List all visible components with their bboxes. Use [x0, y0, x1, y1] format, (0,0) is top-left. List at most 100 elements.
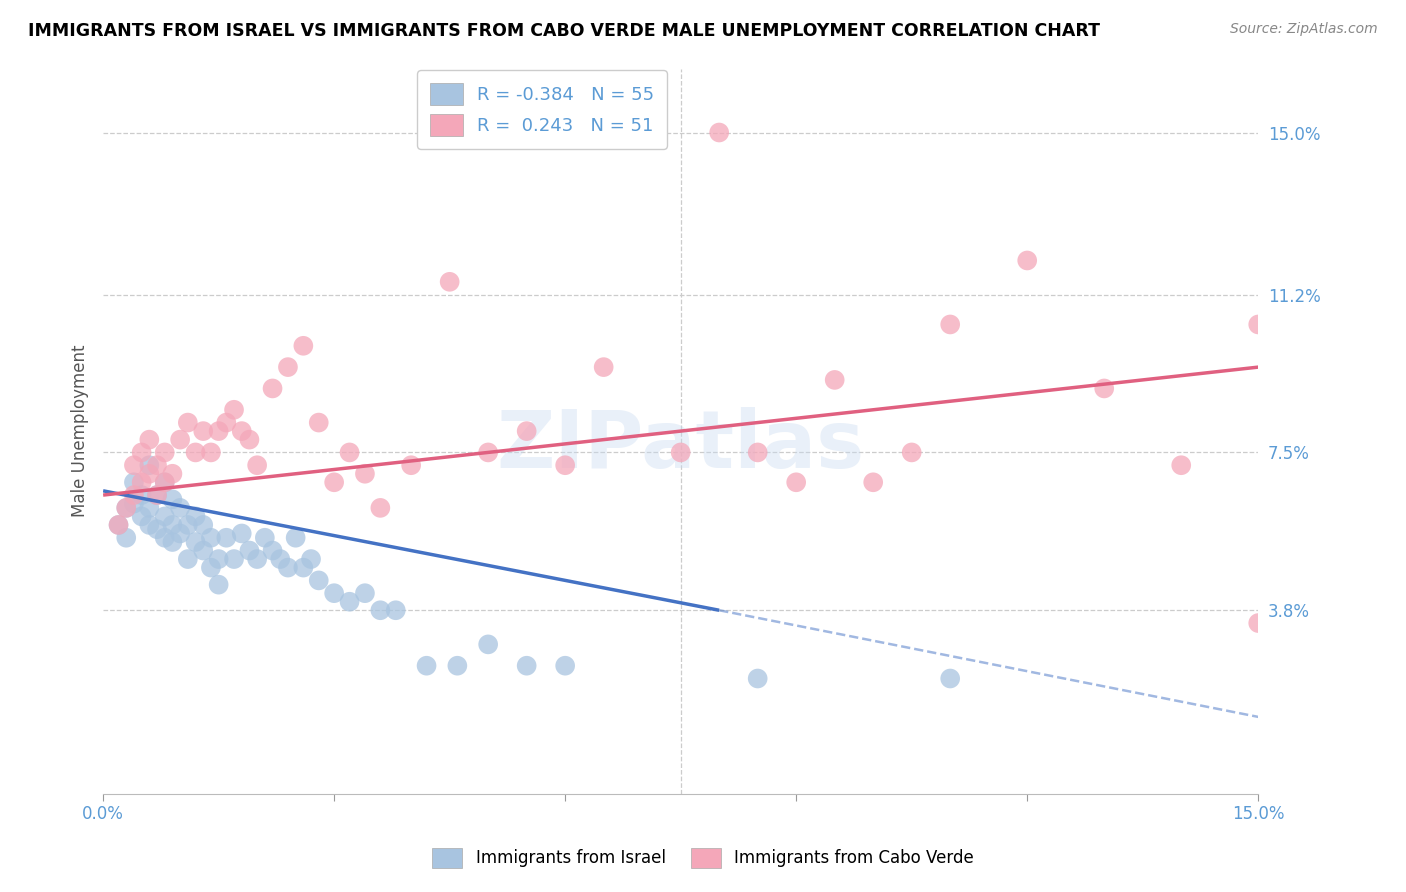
Point — [184, 509, 207, 524]
Point — [592, 360, 614, 375]
Point — [131, 475, 153, 490]
Point — [215, 416, 238, 430]
Point — [131, 488, 153, 502]
Point — [477, 445, 499, 459]
Point — [153, 445, 176, 459]
Point — [262, 381, 284, 395]
Point — [208, 552, 231, 566]
Point — [747, 672, 769, 686]
Point — [122, 475, 145, 490]
Point — [939, 672, 962, 686]
Point — [177, 416, 200, 430]
Point — [284, 531, 307, 545]
Point — [299, 552, 322, 566]
Point — [184, 445, 207, 459]
Point — [370, 500, 392, 515]
Point — [246, 552, 269, 566]
Point — [184, 535, 207, 549]
Point — [709, 126, 731, 140]
Point — [200, 531, 222, 545]
Point — [554, 458, 576, 473]
Point — [138, 458, 160, 473]
Point — [115, 531, 138, 545]
Point — [177, 517, 200, 532]
Point — [222, 402, 245, 417]
Point — [231, 424, 253, 438]
Point — [399, 458, 422, 473]
Point — [162, 535, 184, 549]
Point — [131, 509, 153, 524]
Point — [122, 497, 145, 511]
Point — [554, 658, 576, 673]
Point — [862, 475, 884, 490]
Point — [122, 488, 145, 502]
Point — [169, 526, 191, 541]
Y-axis label: Male Unemployment: Male Unemployment — [72, 345, 89, 517]
Point — [162, 517, 184, 532]
Point — [115, 500, 138, 515]
Point — [446, 658, 468, 673]
Point — [516, 658, 538, 673]
Point — [1170, 458, 1192, 473]
Point — [193, 517, 215, 532]
Text: IMMIGRANTS FROM ISRAEL VS IMMIGRANTS FROM CABO VERDE MALE UNEMPLOYMENT CORRELATI: IMMIGRANTS FROM ISRAEL VS IMMIGRANTS FRO… — [28, 22, 1099, 40]
Point — [122, 458, 145, 473]
Point — [193, 543, 215, 558]
Text: ZIPatlas: ZIPatlas — [496, 407, 865, 484]
Point — [354, 467, 377, 481]
Point — [939, 318, 962, 332]
Legend: R = -0.384   N = 55, R =  0.243   N = 51: R = -0.384 N = 55, R = 0.243 N = 51 — [418, 70, 666, 149]
Point — [222, 552, 245, 566]
Point — [824, 373, 846, 387]
Point — [146, 458, 169, 473]
Point — [138, 433, 160, 447]
Point — [477, 637, 499, 651]
Point — [354, 586, 377, 600]
Point — [439, 275, 461, 289]
Point — [292, 560, 315, 574]
Point — [1017, 253, 1039, 268]
Point — [162, 492, 184, 507]
Point — [1092, 381, 1115, 395]
Point — [177, 552, 200, 566]
Point — [146, 488, 169, 502]
Point — [146, 522, 169, 536]
Point — [292, 339, 315, 353]
Point — [169, 433, 191, 447]
Point — [323, 586, 346, 600]
Point — [308, 574, 330, 588]
Point — [193, 424, 215, 438]
Point — [138, 517, 160, 532]
Point — [208, 424, 231, 438]
Point — [138, 467, 160, 481]
Point — [269, 552, 291, 566]
Point — [208, 577, 231, 591]
Text: Source: ZipAtlas.com: Source: ZipAtlas.com — [1230, 22, 1378, 37]
Point — [200, 560, 222, 574]
Point — [238, 543, 260, 558]
Point — [107, 517, 129, 532]
Point — [115, 500, 138, 515]
Point — [370, 603, 392, 617]
Point — [1247, 318, 1270, 332]
Point — [1247, 615, 1270, 630]
Point — [339, 595, 361, 609]
Point — [246, 458, 269, 473]
Point — [153, 475, 176, 490]
Point — [169, 500, 191, 515]
Point — [308, 416, 330, 430]
Legend: Immigrants from Israel, Immigrants from Cabo Verde: Immigrants from Israel, Immigrants from … — [426, 841, 980, 875]
Point — [138, 500, 160, 515]
Point — [415, 658, 437, 673]
Point — [107, 517, 129, 532]
Point — [516, 424, 538, 438]
Point — [900, 445, 922, 459]
Point — [146, 488, 169, 502]
Point — [231, 526, 253, 541]
Point — [277, 360, 299, 375]
Point — [747, 445, 769, 459]
Point — [238, 433, 260, 447]
Point — [215, 531, 238, 545]
Point — [262, 543, 284, 558]
Point — [153, 509, 176, 524]
